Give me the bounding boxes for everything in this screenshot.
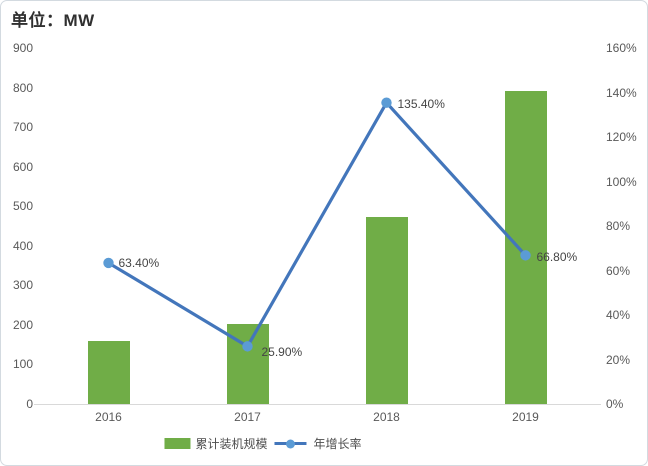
growth-point-label: 25.90%: [261, 345, 303, 360]
bar-2017: [226, 324, 269, 404]
right-axis-tick: 0%: [606, 397, 624, 411]
left-axis-tick: 900: [12, 41, 33, 55]
growth-line: [107, 100, 527, 349]
x-axis-label: 2018: [373, 410, 400, 424]
x-axis-label: 2019: [512, 410, 539, 424]
right-axis-tick: 60%: [606, 263, 631, 278]
growth-point-label: 63.40%: [118, 255, 160, 270]
x-axis-label: 2016: [95, 410, 122, 424]
right-axis-tick: 140%: [606, 85, 637, 100]
chart-title: 单位：MW: [11, 11, 95, 30]
left-axis-tick: 600: [12, 159, 33, 174]
legend-line-label: 年增长率: [313, 437, 362, 451]
left-axis-tick: 700: [12, 120, 33, 135]
x-axis-line: [34, 404, 601, 405]
right-axis-tick: 100%: [606, 174, 637, 189]
growth-point-marker: [381, 97, 392, 108]
left-axis-tick: 0: [26, 397, 33, 411]
bar-2018: [365, 216, 408, 404]
right-axis-tick: 160%: [606, 41, 637, 55]
bar-2016: [87, 340, 130, 404]
left-axis-tick: 200: [12, 317, 33, 332]
bar-2019: [504, 91, 547, 404]
right-axis-tick: 40%: [606, 308, 631, 322]
legend-line-marker-icon: [286, 439, 295, 448]
right-axis-tick: 80%: [606, 219, 631, 233]
left-axis-tick: 400: [12, 238, 33, 253]
legend: 累计装机规模 年增长率: [164, 435, 362, 452]
left-axis-tick: 100: [12, 357, 33, 372]
legend-line-swatch: [274, 439, 307, 448]
growth-point-label: 66.80%: [536, 250, 578, 265]
legend-bar-swatch: [164, 438, 191, 449]
legend-bar-label: 累计装机规模: [195, 437, 268, 451]
left-axis-tick: 300: [12, 278, 33, 293]
left-axis-tick: 500: [12, 199, 33, 214]
left-axis-tick: 800: [12, 80, 33, 95]
growth-point-label: 135.40%: [397, 96, 445, 111]
right-axis-tick: 20%: [606, 352, 631, 367]
x-axis-label: 2017: [234, 410, 261, 424]
right-axis-tick: 120%: [606, 130, 637, 144]
growth-point-marker: [103, 257, 114, 269]
